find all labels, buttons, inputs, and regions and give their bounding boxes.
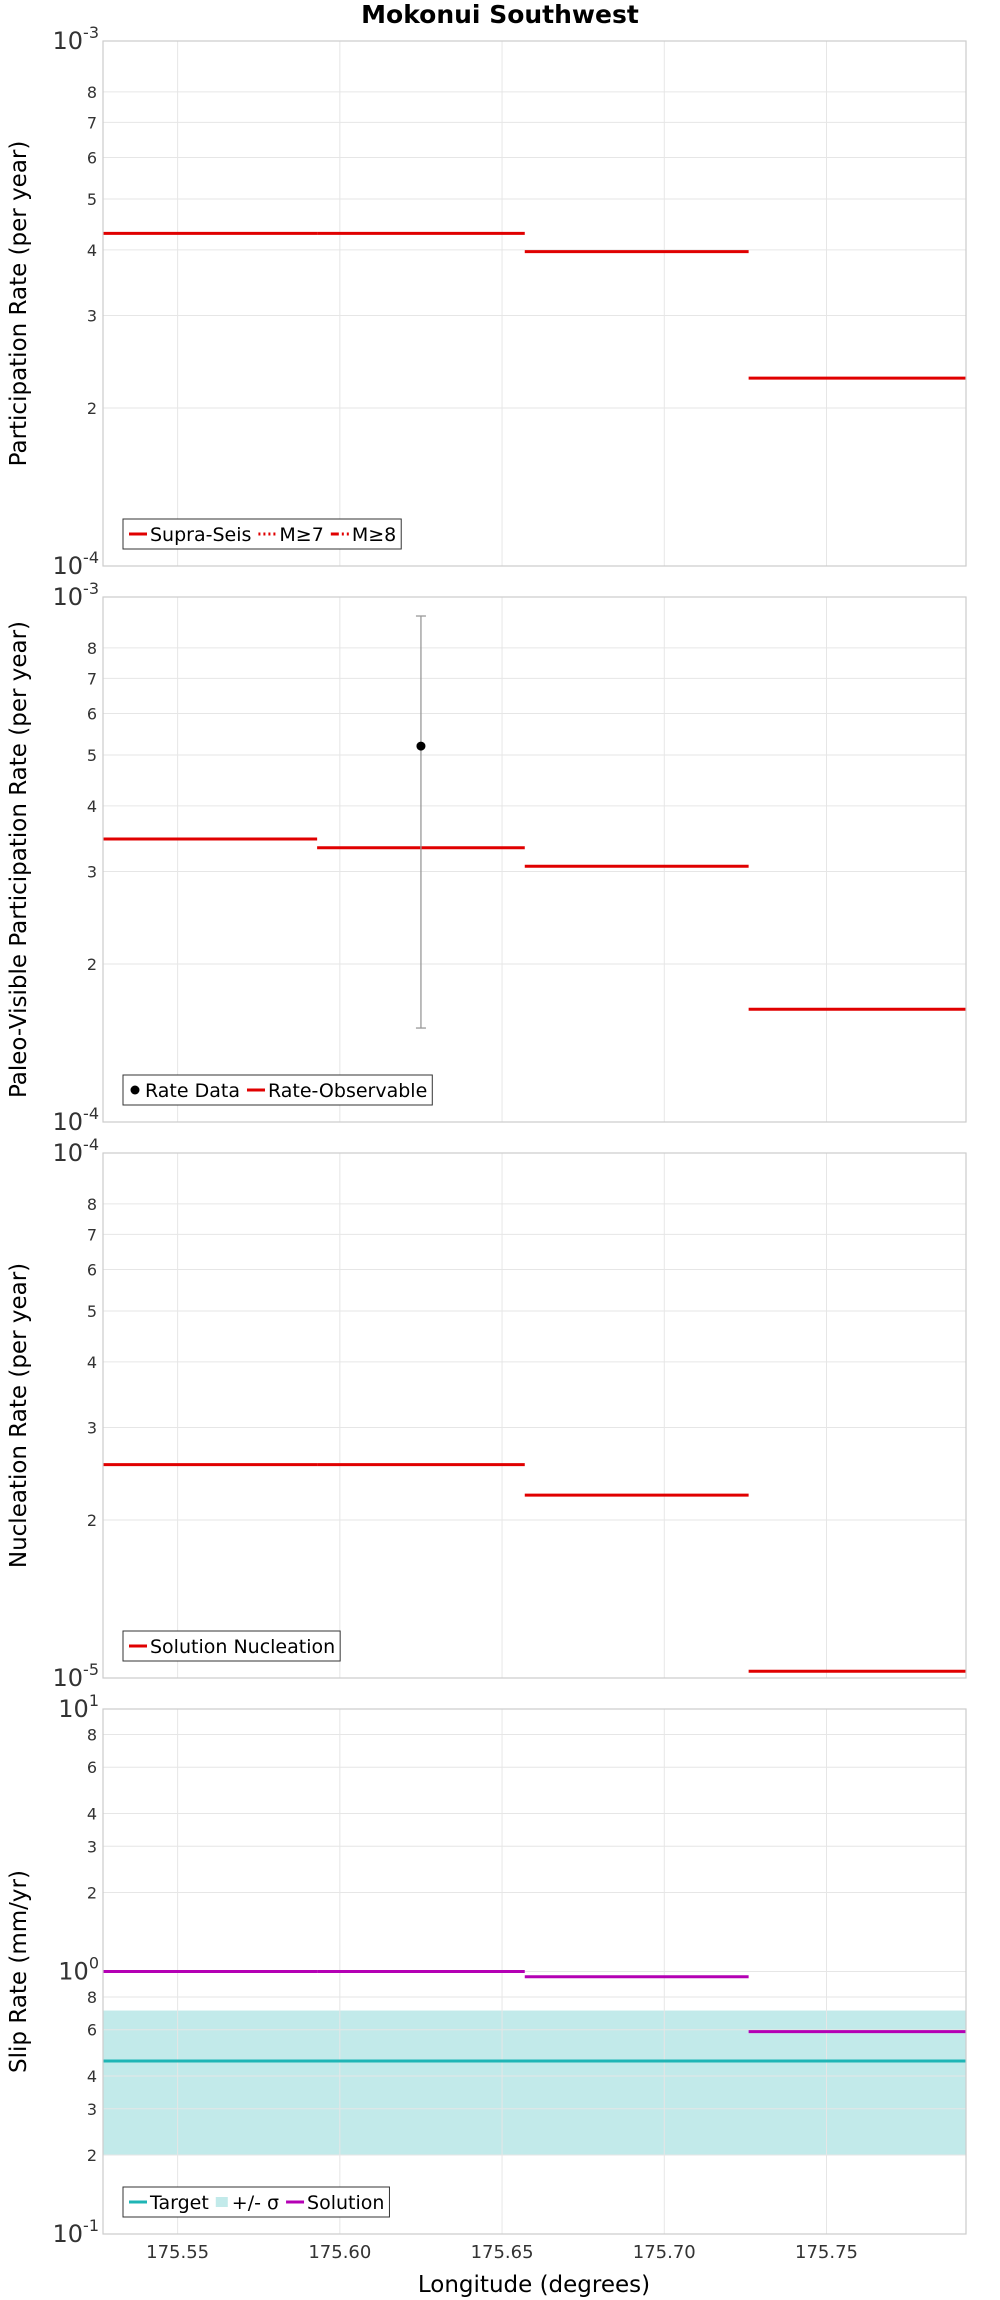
y-axis-label-2: Paleo-Visible Participation Rate (per ye… [6, 621, 32, 1098]
panel-1: 10-3 10-4 8 7 6 5 4 3 2 Participation Rate (per y… [6, 23, 967, 580]
legend-label-sigma: +/- σ [232, 2192, 279, 2214]
legend-marker-rate-data [130, 1085, 140, 1095]
plot-frame-1 [102, 40, 967, 567]
x-tick-label: 175.65 [471, 2242, 534, 2263]
y-tick-label: 6 [87, 148, 97, 167]
legend-label-m-7: M≥7 [279, 524, 323, 546]
plot-frame-4 [102, 1708, 967, 2235]
plot-area-1 [103, 41, 966, 566]
y-tick-label: 4 [87, 2067, 97, 2086]
legend-label-rate-observable: Rate-Observable [268, 1080, 427, 1102]
y-tick-label-decade: 10-4 [53, 548, 100, 580]
y-tick-label: 3 [87, 863, 97, 882]
legend-1: Supra-Seis M≥7 M≥8 [122, 518, 402, 550]
chart-title: Mokonui Southwest [361, 0, 639, 29]
legend-2: Rate Data Rate-Observable [122, 1074, 433, 1106]
plot-area-2 [103, 597, 966, 1122]
legend-label-target: Target [149, 2192, 209, 2214]
y-axis-label-1: Participation Rate (per year) [6, 141, 32, 467]
y-tick-label: 2 [87, 2146, 97, 2165]
y-tick-label: 3 [87, 307, 97, 326]
y-tick-label: 8 [87, 83, 97, 102]
y-tick-label-decade: 101 [58, 1691, 99, 1723]
legend-label-solution: Solution [307, 2192, 384, 2214]
y-tick-label-decade: 10-3 [53, 23, 100, 55]
panel-2: 10-3 10-4 8 7 6 5 4 3 2 Paleo-Visible Participati… [6, 579, 967, 1136]
legend-marker-sigma [215, 2197, 228, 2207]
legend-label-supra-seis: Supra-Seis [150, 524, 251, 546]
x-tick-label: 175.55 [146, 2242, 209, 2263]
y-tick-label: 4 [87, 1353, 97, 1372]
y-tick-label-decade: 10-5 [53, 1660, 100, 1692]
y-tick-label: 2 [87, 1511, 97, 1530]
y-tick-label: 2 [87, 399, 97, 418]
plot-frame-2 [102, 596, 967, 1123]
y-tick-label: 8 [87, 1988, 97, 2007]
legend-4: Target +/- σ Solution [122, 2186, 390, 2218]
y-tick-label-decade: 10-3 [53, 579, 100, 611]
rate-data-point [416, 741, 426, 751]
y-tick-label: 8 [87, 1725, 97, 1744]
y-axis-label-4: Slip Rate (mm/yr) [6, 1870, 32, 2073]
y-tick-label: 3 [87, 1837, 97, 1856]
sigma-band [103, 2010, 966, 2155]
y-tick-label: 6 [87, 1260, 97, 1279]
y-tick-label: 5 [87, 1302, 97, 1321]
y-tick-label: 8 [87, 639, 97, 658]
y-tick-label: 7 [87, 113, 97, 132]
legend-frame [122, 1630, 341, 1662]
y-tick-label: 2 [87, 1883, 97, 1902]
y-tick-label: 4 [87, 797, 97, 816]
x-tick-label: 175.60 [308, 2242, 371, 2263]
plot-frame-3 [102, 1152, 967, 1679]
plot-area-3 [103, 1153, 966, 1678]
y-tick-label: 6 [87, 1758, 97, 1777]
y-tick-label: 2 [87, 955, 97, 974]
legend-3: Solution Nucleation [122, 1630, 341, 1662]
y-axis-label-3: Nucleation Rate (per year) [6, 1263, 32, 1568]
y-tick-label-decade: 10-1 [53, 2216, 100, 2248]
y-tick-label: 4 [87, 241, 97, 260]
x-axis: 175.55 175.60 175.65 175.70 175.75 [146, 2242, 858, 2263]
y-tick-label-decade: 10-4 [53, 1104, 100, 1136]
panel-4: 101 100 10-1 8 6 4 3 2 8 6 4 3 2 Slip Rate (mm/yr) Tar… [6, 1691, 967, 2248]
y-tick-label-decade: 100 [58, 1954, 99, 1986]
y-tick-label: 5 [87, 190, 97, 209]
x-tick-label: 175.70 [633, 2242, 696, 2263]
legend-frame [122, 2186, 390, 2218]
legend-frame [122, 518, 402, 550]
y-tick-label-decade: 10-4 [53, 1135, 100, 1167]
y-tick-label: 4 [87, 1804, 97, 1823]
y-tick-label: 3 [87, 1419, 97, 1438]
legend-label-solution-nucleation: Solution Nucleation [150, 1636, 335, 1658]
y-tick-label: 7 [87, 1225, 97, 1244]
y-tick-label: 8 [87, 1195, 97, 1214]
y-tick-label: 6 [87, 704, 97, 723]
legend-frame [122, 1074, 433, 1106]
y-tick-label: 5 [87, 746, 97, 765]
panel-3: 10-4 10-5 8 7 6 5 4 3 2 Nucleation Rate (per year… [6, 1135, 967, 1692]
x-tick-label: 175.75 [795, 2242, 858, 2263]
x-axis-label: Longitude (degrees) [418, 2272, 650, 2298]
y-tick-label: 7 [87, 669, 97, 688]
legend-label-rate-data: Rate Data [145, 1080, 240, 1102]
y-tick-label: 3 [87, 2100, 97, 2119]
legend-label-m-8: M≥8 [352, 524, 396, 546]
y-tick-label: 6 [87, 2021, 97, 2040]
